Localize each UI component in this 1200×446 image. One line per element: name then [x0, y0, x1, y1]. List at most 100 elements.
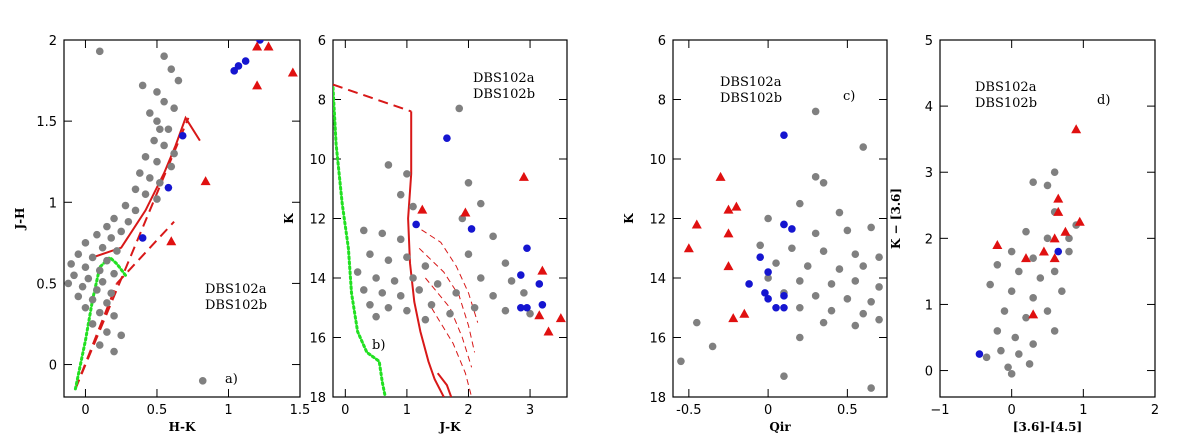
field-star-point [390, 277, 399, 285]
field-star-point [835, 208, 844, 217]
field-star-point [1015, 267, 1023, 276]
field-star-point [520, 289, 528, 297]
legend-label: DBS102b [720, 91, 782, 106]
field-star-point [95, 266, 104, 275]
curve-reddening-band-lower [116, 221, 175, 285]
y-tick-label: 5 [925, 34, 933, 49]
blue-source-point [234, 62, 243, 70]
field-star-point [788, 244, 796, 253]
curve-red-track-3 [425, 277, 473, 368]
red-source-triangle [460, 207, 471, 217]
field-star-point [74, 250, 83, 258]
blue-source-point [780, 220, 788, 229]
field-star-point [131, 185, 140, 194]
field-star-point [378, 289, 387, 297]
field-star-point [1007, 370, 1016, 378]
legend-label: DBS102b [473, 87, 535, 102]
red-source-triangle [723, 204, 734, 214]
red-source-triangle [723, 261, 734, 271]
panel-label: d) [1097, 93, 1110, 108]
field-star-point [384, 256, 393, 264]
red-source-triangle [1074, 216, 1085, 226]
y-tick-label: 1 [49, 196, 57, 211]
field-star-point [859, 309, 868, 318]
y-tick-label: 6 [658, 34, 666, 49]
y-tick-label: 2 [49, 34, 57, 49]
field-star-point [1036, 274, 1045, 282]
field-star-point [1043, 181, 1052, 190]
field-star-point [1015, 350, 1023, 358]
red-source-triangle [1028, 309, 1039, 319]
field-star-point [88, 320, 97, 328]
field-star-point [81, 263, 90, 271]
legend-label: DBS102b [975, 96, 1037, 111]
field-star-point [764, 214, 772, 223]
field-star-point [867, 223, 875, 232]
blue-source-point [535, 280, 544, 288]
field-star-point [986, 280, 994, 289]
field-star-point [1029, 178, 1037, 186]
field-star-point [452, 289, 460, 297]
field-star-point [160, 97, 168, 106]
field-star-point [403, 253, 411, 261]
field-star-point [835, 265, 844, 273]
field-star-point [359, 286, 368, 294]
blue-source-point [523, 244, 531, 253]
x-axis-label: H-K [169, 420, 196, 434]
field-star-point [103, 256, 111, 265]
y-tick-label: 10 [309, 153, 326, 168]
field-star-point [421, 262, 430, 270]
field-star-point [489, 292, 497, 300]
red-source-triangle [731, 201, 742, 211]
plot-area [677, 107, 883, 392]
field-star-point [811, 229, 820, 238]
red-source-triangle [534, 310, 545, 320]
blue-source-point [538, 300, 547, 309]
red-source-triangle [1060, 226, 1071, 236]
field-star-point [993, 260, 1002, 269]
blue-source-point [975, 350, 984, 358]
field-star-point [756, 241, 764, 250]
field-star-point [997, 346, 1005, 355]
y-tick-label: 8 [318, 94, 326, 109]
red-source-triangle [543, 326, 554, 336]
red-source-triangle [1053, 193, 1064, 203]
blue-source-point [780, 131, 788, 139]
field-star-point [153, 195, 161, 203]
blue-source-point [764, 268, 772, 276]
blue-source-point [780, 303, 788, 312]
legend-label: DBS102a [205, 282, 267, 297]
x-tick-label: 1 [1079, 403, 1087, 418]
x-tick-label: 2 [1151, 403, 1159, 418]
curve-isochrone [407, 111, 445, 397]
field-star-point [153, 88, 161, 96]
blue-source-point [764, 295, 772, 303]
red-source-triangle [252, 80, 263, 90]
field-star-point [819, 247, 828, 256]
x-tick-label: 0 [764, 403, 772, 418]
field-star-point [174, 76, 183, 85]
y-tick-label: 10 [649, 153, 666, 168]
legend-label: DBS102a [720, 75, 782, 90]
y-axis-label: K − [3.6] [889, 188, 903, 249]
field-star-point [396, 292, 405, 300]
field-star-point [160, 52, 168, 61]
field-star-point [982, 353, 991, 362]
red-source-triangle [1049, 233, 1060, 243]
blue-source-point [517, 271, 525, 279]
field-star-point [98, 277, 107, 286]
y-tick-label: 1.5 [36, 115, 57, 130]
field-star-point [70, 271, 78, 280]
x-tick-label: −1 [930, 403, 949, 418]
red-source-triangle [728, 313, 739, 323]
field-star-point [875, 315, 883, 324]
blue-source-point [517, 303, 525, 312]
field-star-point [121, 201, 130, 210]
field-star-point [170, 104, 178, 112]
y-tick-label: 16 [649, 332, 666, 347]
field-star-point [103, 328, 111, 336]
field-star-point [198, 376, 207, 385]
red-source-triangle [683, 243, 694, 253]
